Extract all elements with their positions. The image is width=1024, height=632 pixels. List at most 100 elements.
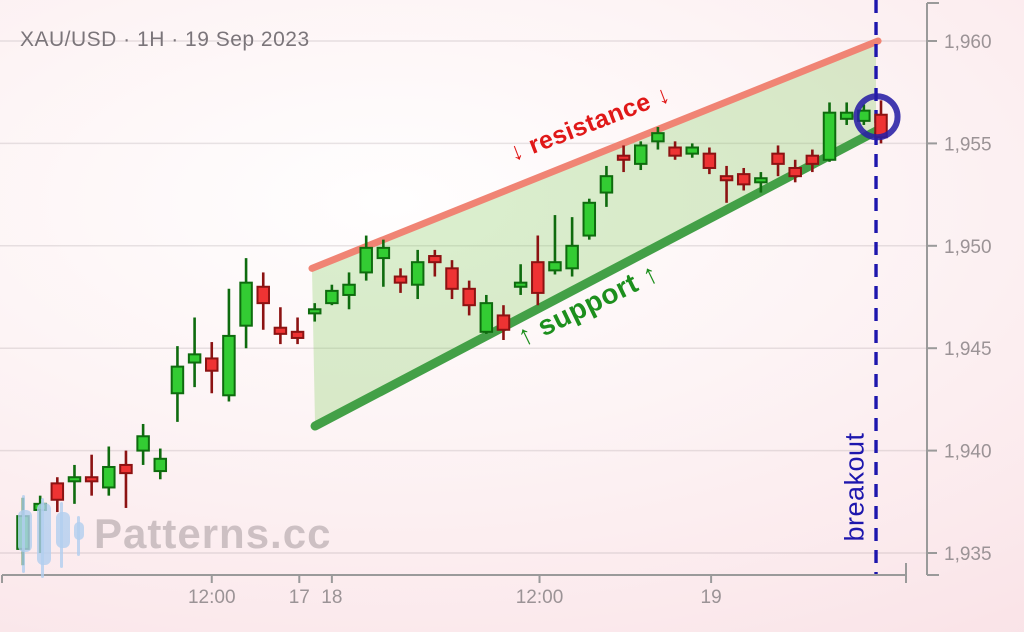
bull-candle [170,346,185,422]
candle-body [616,154,631,161]
bull-candle [359,235,373,281]
candle-body [565,244,579,270]
bear-candle [702,147,717,175]
candle-body [736,173,751,186]
bear-candle [531,235,545,306]
candle-body [685,146,699,155]
candle-body [50,482,65,501]
candle-body [239,281,253,327]
candle-body [513,281,528,288]
bull-candle [513,264,528,295]
bull-candle [222,288,236,402]
candle-body [651,132,665,143]
candle-body [754,177,768,184]
candle-body [668,146,682,157]
bear-candle [496,305,511,341]
x-tick-label: 12:00 [516,587,564,608]
candle-body [84,476,99,483]
candle-body [428,255,442,264]
candle-body [205,357,219,372]
bull-candle [102,446,116,496]
candle-body [805,154,820,165]
candle-body [582,201,597,237]
bear-candle [805,149,820,173]
y-tick-label: 1,950 [944,237,992,258]
candle-body [719,175,734,182]
y-axis: 1,960 1,955 1,950 1,945 1,940 1,935 [926,2,992,576]
bull-candle [410,249,425,300]
candle-body [548,261,562,272]
x-tick-label: 19 [701,587,722,608]
bull-candle [239,258,253,349]
candle-body [462,287,476,307]
bear-candle [771,145,785,177]
candle-body [102,465,116,489]
candle-body [634,144,648,165]
bull-candle [479,294,494,334]
y-tick-label: 1,955 [944,134,992,155]
candle-body [136,435,150,452]
candle-body [119,463,133,475]
candle-body [376,246,391,260]
bull-candle [651,127,665,150]
bull-candle [548,215,562,275]
bear-candle [256,272,270,330]
bull-candle [136,423,150,465]
bull-candle [67,464,82,504]
bull-candle [582,198,597,240]
candle-body [479,302,494,333]
candle-body [325,289,339,305]
bull-candle [153,448,168,480]
bull-candle [599,165,614,207]
bull-candle [307,303,322,322]
candle-body [170,365,185,395]
bull-candle [325,284,339,306]
bear-candle [393,268,408,293]
bull-candle [342,272,356,310]
candle-body [410,261,425,286]
breakout-label: breakout [839,432,870,542]
bear-candle [736,167,751,191]
bear-candle [273,307,288,345]
bull-candle [187,317,202,388]
bear-candle [719,165,734,203]
candle-body [393,275,408,284]
watermark-brand: Patterns.cc [94,510,332,557]
bear-candle [50,477,65,513]
x-tick-label: 18 [321,587,342,608]
candle-body [771,152,785,165]
candle-body [153,457,168,473]
candle-body [702,152,717,169]
x-tick-label: 12:00 [188,587,236,608]
y-tick-label: 1,935 [944,544,992,565]
candle-body [273,326,288,335]
page-title: XAU/USD · 1H · 19 Sep 2023 [20,28,310,51]
bull-candle [376,239,391,287]
candle-body [531,261,545,294]
bull-candle [754,172,768,193]
watermark: Patterns.cc [18,492,438,578]
bear-candle [119,450,133,508]
bull-candle [565,217,579,277]
bear-candle [428,249,442,277]
bear-candle [445,260,459,300]
x-axis: 12:00 17 18 12:00 19 [1,563,907,608]
bull-candle [822,102,837,162]
bear-candle [616,145,631,173]
y-tick-label: 1,940 [944,442,992,463]
candle-body [445,267,459,290]
candle-body [256,285,270,305]
candle-body [67,476,82,483]
x-tick-label: 17 [289,587,310,608]
bear-candle [462,280,476,316]
candle-body [187,353,202,364]
candle-body [839,111,854,120]
bull-candle [839,102,854,125]
bear-candle [290,317,305,345]
candle-body [788,166,802,178]
resistance-trendline [308,37,882,272]
bear-candle [788,159,802,183]
candle-body [496,314,511,331]
gridlines [0,40,937,554]
